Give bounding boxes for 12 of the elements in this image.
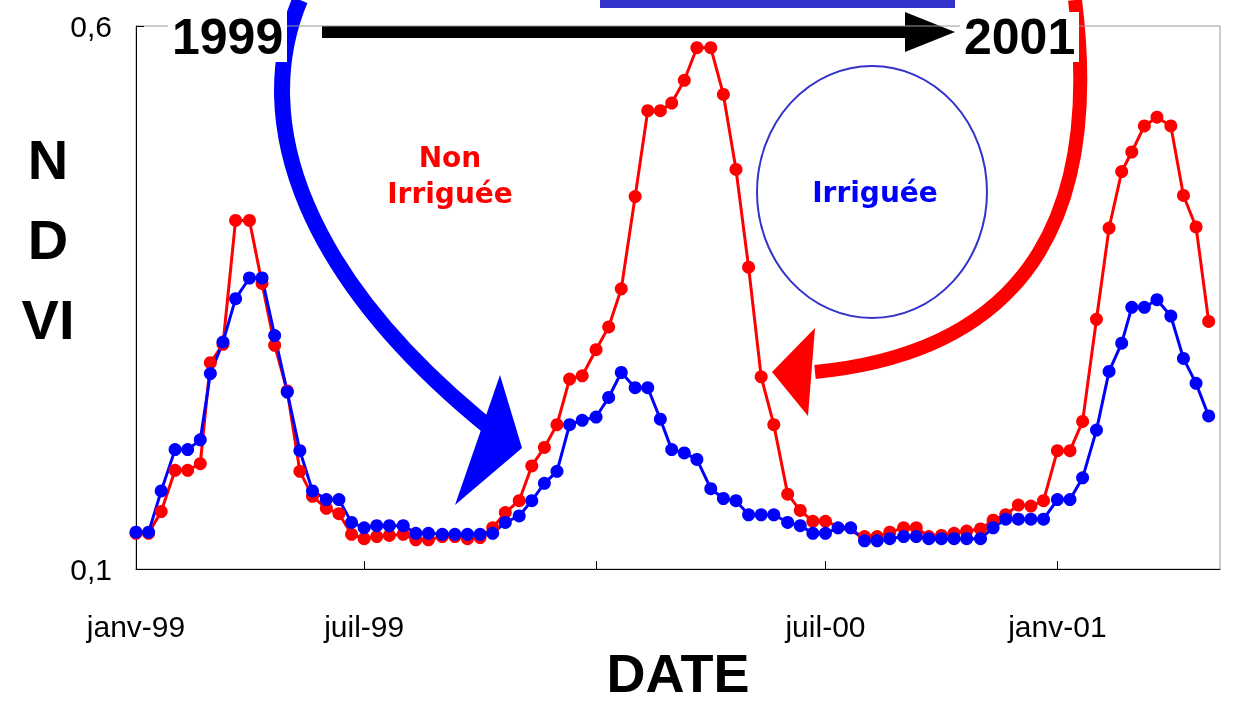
y-axis-title: NDVI [20,127,76,353]
x-axis-title: DATE [606,643,750,703]
x-tick-label: janv-01 [1007,609,1107,643]
x-tick-label: janv-99 [85,609,186,643]
annotation: 1999 [168,9,288,65]
x-tick-label: juil-99 [323,609,405,643]
text: Non Irriguée [386,140,514,212]
text: Irriguée [811,175,939,211]
y-tick-label: 0,6 [70,9,112,43]
x-tick-label: juil-00 [784,609,866,643]
annotation: 2001 [960,9,1080,65]
y-tick-label: 0,1 [70,552,112,586]
